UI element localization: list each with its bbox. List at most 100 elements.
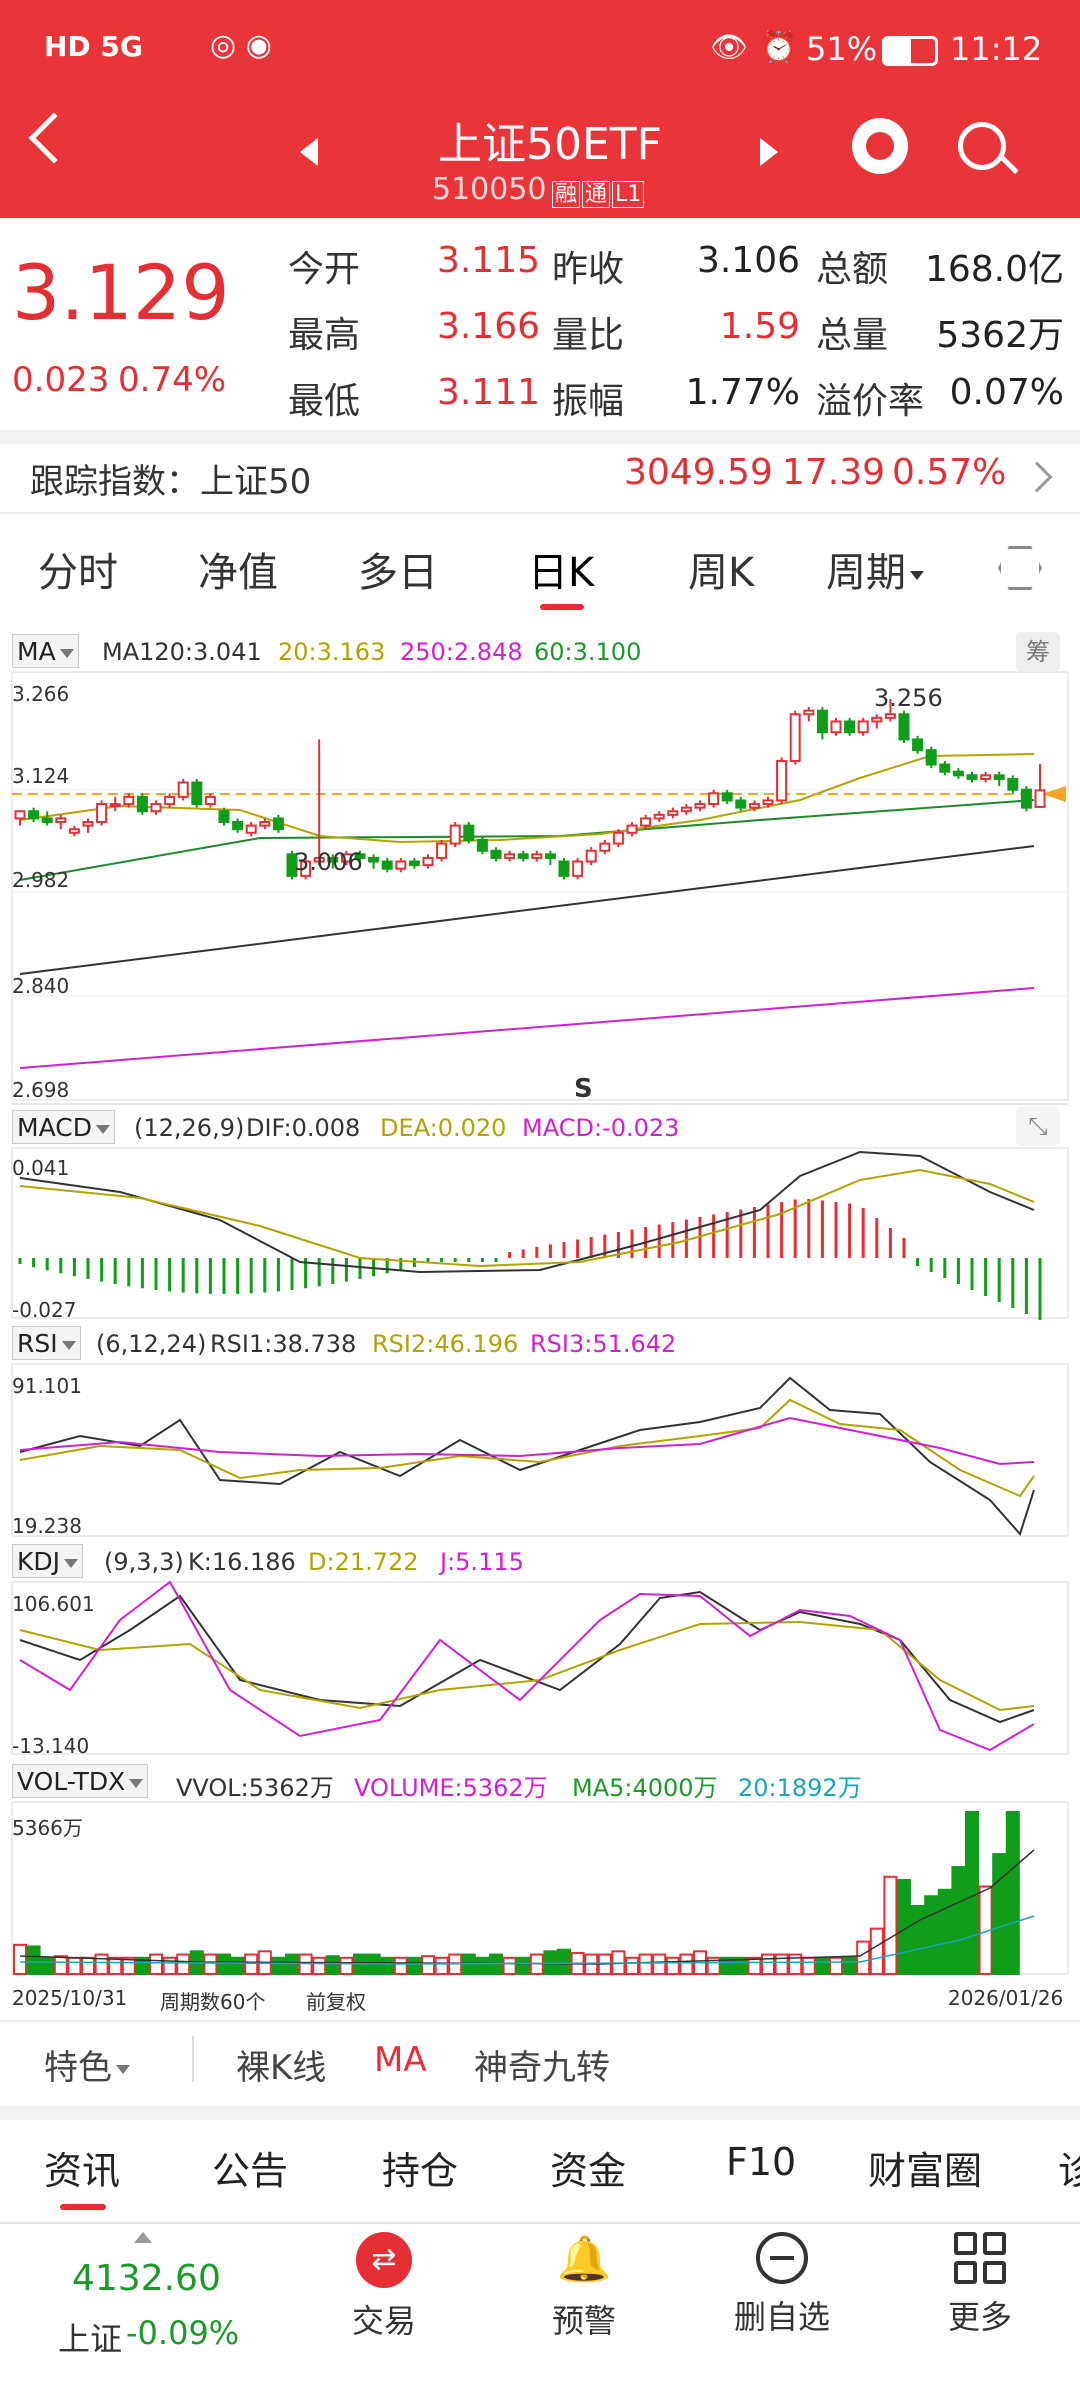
quote-value: 168.0亿 bbox=[924, 249, 1064, 290]
volume-bar bbox=[244, 1953, 259, 1976]
panel-frame bbox=[11, 1581, 1069, 1755]
volume-bar bbox=[298, 1953, 313, 1976]
ma20-line bbox=[19, 753, 1035, 844]
candle bbox=[966, 774, 978, 780]
tab-community[interactable]: 财富圈 bbox=[868, 2149, 983, 2193]
tab-f10[interactable]: F10 bbox=[726, 2140, 797, 2184]
volume-bar bbox=[203, 1953, 218, 1976]
tab-daily-k[interactable]: 日K bbox=[528, 550, 595, 596]
expand-icon[interactable]: ⤡ bbox=[1016, 1106, 1060, 1146]
volume-bar bbox=[665, 1956, 680, 1976]
expand-up-icon[interactable] bbox=[134, 2232, 152, 2243]
ma-selector[interactable]: MA bbox=[12, 634, 79, 668]
candle bbox=[871, 716, 883, 723]
volume-bar bbox=[502, 1956, 517, 1976]
ma120-line bbox=[19, 845, 1035, 975]
tab-period[interactable]: 周期 bbox=[826, 540, 924, 598]
vol-selector[interactable]: VOL-TDX bbox=[12, 1764, 149, 1798]
candle bbox=[830, 720, 842, 734]
candle bbox=[422, 856, 434, 867]
tab-announcement[interactable]: 公告 bbox=[212, 2149, 289, 2193]
chip-button[interactable]: 筹 bbox=[1016, 632, 1060, 672]
volume-bar bbox=[94, 1953, 109, 1976]
quote-label: 最高 bbox=[288, 315, 361, 356]
quote-value: 1.59 bbox=[719, 306, 800, 347]
ma-toggle[interactable]: MA bbox=[374, 2040, 427, 2080]
candle bbox=[218, 810, 230, 824]
rsi-y-top: 91.101 bbox=[12, 1374, 82, 1398]
volume-bar bbox=[516, 1956, 531, 1976]
kline-chart[interactable] bbox=[0, 620, 1080, 2020]
prev-stock-icon[interactable] bbox=[300, 138, 318, 166]
nav-trade[interactable]: ⇄ 交易 bbox=[284, 2220, 484, 2400]
kdj-y-top: 106.601 bbox=[12, 1592, 95, 1616]
nav-alert-label: 预警 bbox=[551, 2302, 616, 2340]
tab-funds[interactable]: 资金 bbox=[550, 2149, 627, 2193]
candle bbox=[544, 853, 556, 859]
candle bbox=[857, 720, 869, 734]
candle bbox=[259, 821, 271, 827]
back-icon[interactable] bbox=[28, 112, 80, 164]
volume-bar bbox=[230, 1956, 245, 1976]
tab-multi-day[interactable]: 多日 bbox=[358, 550, 438, 596]
volume-bar bbox=[135, 1956, 150, 1976]
low-price-label: 3.006 bbox=[294, 848, 363, 876]
tracking-index-row[interactable]: 跟踪指数：上证50 3049.59 17.39 0.57% bbox=[0, 444, 1080, 510]
vol-volume: VOLUME:5362万 bbox=[354, 1774, 548, 1802]
kdj-selector[interactable]: KDJ bbox=[12, 1544, 84, 1578]
quote-label: 溢价率 bbox=[816, 381, 925, 422]
index-change: -0.09% bbox=[126, 2314, 240, 2352]
settings-hex-icon[interactable] bbox=[998, 546, 1042, 590]
y-label-4: 2.840 bbox=[12, 974, 70, 998]
candle bbox=[28, 810, 40, 820]
volume-bar bbox=[13, 1943, 27, 1975]
kdj-selector-label: KDJ bbox=[17, 1547, 61, 1576]
tab-intraday[interactable]: 分时 bbox=[38, 550, 118, 596]
rsi-selector[interactable]: RSI bbox=[12, 1326, 81, 1360]
magic-nine-toggle[interactable]: 神奇九转 bbox=[474, 2048, 610, 2088]
tab-diagnosis[interactable]: 诊 bbox=[1058, 2149, 1080, 2193]
mascot-icon[interactable] bbox=[852, 118, 908, 174]
candle bbox=[96, 803, 108, 824]
axis-end-date: 2026/01/26 bbox=[948, 1986, 1064, 2010]
candle bbox=[640, 817, 652, 827]
next-stock-icon[interactable] bbox=[760, 138, 778, 166]
candle bbox=[272, 817, 284, 831]
axis-adjust: 前复权 bbox=[306, 1990, 366, 2014]
ma60-line bbox=[19, 799, 1035, 881]
macd-y-bottom: -0.027 bbox=[12, 1298, 77, 1322]
tab-period-label: 周期 bbox=[826, 550, 906, 596]
volume-bar bbox=[897, 1879, 911, 1976]
tab-holdings[interactable]: 持仓 bbox=[382, 2149, 459, 2193]
tab-news[interactable]: 资讯 bbox=[44, 2149, 121, 2193]
candle bbox=[41, 817, 53, 824]
search-icon[interactable] bbox=[958, 122, 1006, 170]
nav-remove-watch[interactable]: 删自选 bbox=[682, 2220, 882, 2400]
candle bbox=[55, 817, 67, 824]
nav-trade-label: 交易 bbox=[351, 2302, 416, 2340]
current-price: 3.129 bbox=[12, 248, 230, 337]
tab-weekly-k[interactable]: 周K bbox=[688, 550, 755, 596]
candle bbox=[109, 803, 121, 808]
trade-icon: ⇄ bbox=[356, 2232, 412, 2288]
candle bbox=[204, 795, 216, 806]
dea-line bbox=[19, 1168, 1035, 1268]
bare-k-toggle[interactable]: 裸K线 bbox=[236, 2048, 327, 2088]
candle bbox=[925, 749, 937, 766]
nav-more[interactable]: 更多 bbox=[880, 2220, 1080, 2400]
macd-selector[interactable]: MACD bbox=[12, 1110, 115, 1144]
candle bbox=[191, 781, 203, 806]
badge-level: L1 bbox=[612, 181, 645, 208]
candle bbox=[517, 853, 529, 859]
feature-selector[interactable]: 特色 bbox=[44, 2040, 130, 2089]
rsi3-label: RSI3:51.642 bbox=[530, 1330, 677, 1358]
tab-nav[interactable]: 净值 bbox=[198, 550, 278, 596]
top-header: HD 5G ◎ ◉ 👁 ⏰ 51% 11:12 上证50ETF 510050 融… bbox=[0, 0, 1080, 218]
sell-marker: S bbox=[574, 1074, 593, 1104]
volume-bar bbox=[801, 1956, 816, 1976]
nav-alert[interactable]: 🔔 预警 bbox=[484, 2220, 684, 2400]
candle bbox=[803, 709, 815, 716]
grid-icon bbox=[954, 2232, 1006, 2284]
candle bbox=[884, 713, 896, 719]
candle bbox=[368, 856, 380, 863]
